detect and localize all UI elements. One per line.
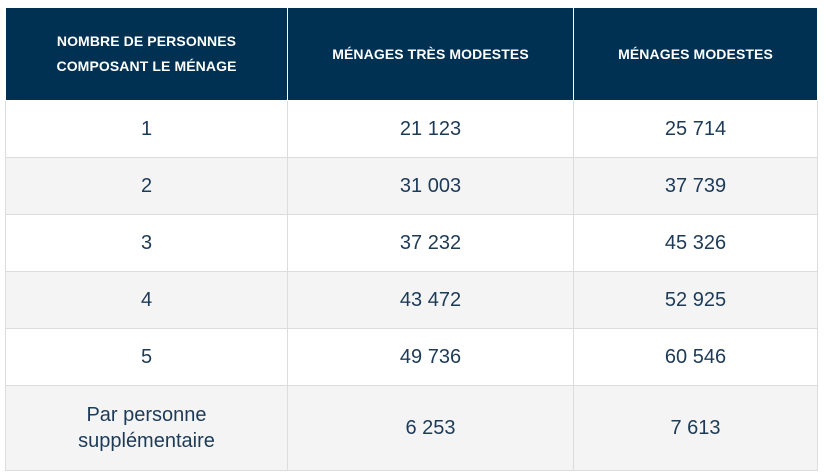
- header-modest-households: MÉNAGES MODESTES: [573, 7, 818, 101]
- cell-very-modest-value: 49 736: [287, 328, 574, 386]
- cell-modest-value: 37 739: [573, 157, 818, 215]
- cell-modest-value: 7 613: [573, 385, 818, 471]
- cell-household-size: 4: [5, 271, 288, 329]
- table-row: 1 21 123 25 714: [5, 100, 818, 158]
- cell-household-size: 2: [5, 157, 288, 215]
- income-threshold-table: NOMBRE DE PERSONNES COMPOSANT LE MÉNAGE …: [5, 7, 818, 471]
- table-row: 3 37 232 45 326: [5, 214, 818, 272]
- cell-very-modest-value: 31 003: [287, 157, 574, 215]
- cell-household-size: 1: [5, 100, 288, 158]
- cell-very-modest-value: 6 253: [287, 385, 574, 471]
- income-threshold-table-container: NOMBRE DE PERSONNES COMPOSANT LE MÉNAGE …: [5, 7, 818, 471]
- cell-modest-value: 45 326: [573, 214, 818, 272]
- cell-modest-value: 25 714: [573, 100, 818, 158]
- cell-household-size: 3: [5, 214, 288, 272]
- table-row: 5 49 736 60 546: [5, 328, 818, 386]
- table-row: 2 31 003 37 739: [5, 157, 818, 215]
- table-row: 4 43 472 52 925: [5, 271, 818, 329]
- cell-modest-value: 60 546: [573, 328, 818, 386]
- header-household-size: NOMBRE DE PERSONNES COMPOSANT LE MÉNAGE: [5, 7, 288, 101]
- header-very-modest-households: MÉNAGES TRÈS MODESTES: [287, 7, 574, 101]
- cell-very-modest-value: 37 232: [287, 214, 574, 272]
- cell-very-modest-value: 21 123: [287, 100, 574, 158]
- table-row: Par personne supplémentaire 6 253 7 613: [5, 385, 818, 471]
- cell-household-size: Par personne supplémentaire: [5, 385, 288, 471]
- cell-household-size: 5: [5, 328, 288, 386]
- cell-modest-value: 52 925: [573, 271, 818, 329]
- cell-very-modest-value: 43 472: [287, 271, 574, 329]
- table-header-row: NOMBRE DE PERSONNES COMPOSANT LE MÉNAGE …: [5, 7, 818, 101]
